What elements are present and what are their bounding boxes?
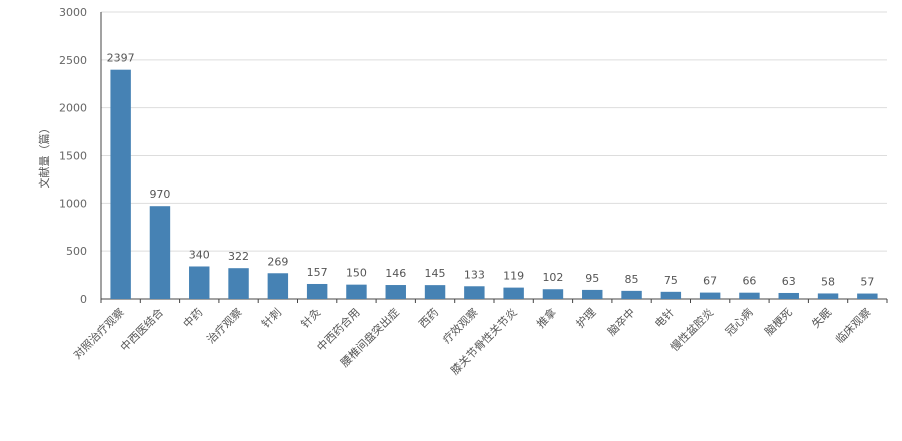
bar	[542, 289, 564, 299]
data-label: 970	[149, 188, 170, 201]
data-label: 146	[385, 267, 406, 280]
y-axis-title: 文献量（篇）	[37, 123, 51, 189]
data-label: 269	[267, 255, 288, 268]
data-label: 150	[346, 267, 367, 280]
y-tick-label: 1000	[59, 197, 87, 210]
data-label: 85	[625, 273, 639, 286]
category-label: 西药	[416, 306, 441, 331]
bar	[267, 273, 289, 299]
category-label: 针灸	[298, 305, 323, 330]
data-label: 57	[860, 276, 874, 289]
bar	[149, 206, 171, 299]
label-layer: 0 500 1000 1500 2000 2500 3000 2397 对照治疗观察 970 中西医…	[59, 6, 874, 377]
bar	[739, 292, 760, 299]
data-label: 340	[189, 248, 210, 261]
category-label: 治疗观察	[204, 305, 245, 346]
category-label: 脑卒中	[604, 305, 637, 338]
category-label: 对照治疗观察	[70, 305, 127, 362]
bar	[699, 292, 721, 299]
data-label: 157	[307, 266, 328, 279]
bar	[817, 293, 839, 299]
category-label: 护理	[573, 305, 598, 330]
data-label: 102	[542, 271, 563, 284]
category-label: 临床观察	[832, 305, 873, 346]
bar	[346, 284, 367, 299]
y-tick-label: 2000	[59, 102, 87, 115]
category-label: 针刺	[259, 305, 284, 330]
y-tick-label: 3000	[59, 6, 87, 19]
data-label: 2397	[107, 52, 135, 65]
bar	[621, 290, 642, 299]
y-tick-label: 500	[66, 245, 87, 258]
category-label: 膝关节骨性关节炎	[448, 305, 520, 377]
bar	[110, 69, 131, 299]
bar	[857, 293, 878, 299]
bar-layer	[110, 69, 878, 299]
category-label: 冠心病	[722, 305, 755, 338]
category-label: 慢性盆腔炎	[667, 305, 716, 354]
category-label: 失眠	[809, 306, 834, 331]
bar	[778, 292, 799, 299]
data-label: 75	[664, 274, 678, 287]
category-label: 疗效观察	[439, 305, 480, 346]
bar	[424, 285, 446, 299]
bar	[503, 287, 524, 299]
category-label: 脑梗死	[762, 305, 795, 338]
bar	[306, 283, 328, 299]
axis-layer	[100, 12, 888, 303]
bar	[582, 289, 603, 299]
data-label: 63	[782, 275, 796, 288]
data-label: 119	[503, 270, 524, 283]
category-label: 推拿	[534, 305, 559, 330]
data-label: 66	[742, 275, 756, 288]
grid-layer	[101, 11, 887, 252]
data-label: 67	[703, 275, 717, 288]
category-label: 电针	[652, 305, 677, 330]
data-label: 322	[228, 250, 249, 263]
y-tick-label: 0	[80, 293, 87, 306]
y-tick-label: 1500	[59, 150, 87, 163]
bar	[660, 291, 682, 299]
bar	[385, 285, 406, 299]
bar	[189, 266, 210, 299]
data-label: 58	[821, 275, 835, 288]
category-label: 中西医结合	[117, 305, 166, 354]
bar	[228, 268, 249, 299]
data-label: 145	[425, 267, 446, 280]
y-tick-label: 2500	[59, 54, 87, 67]
data-label: 95	[585, 272, 599, 285]
bar	[464, 286, 485, 299]
data-label: 133	[464, 268, 485, 281]
category-label: 中药	[181, 306, 206, 331]
